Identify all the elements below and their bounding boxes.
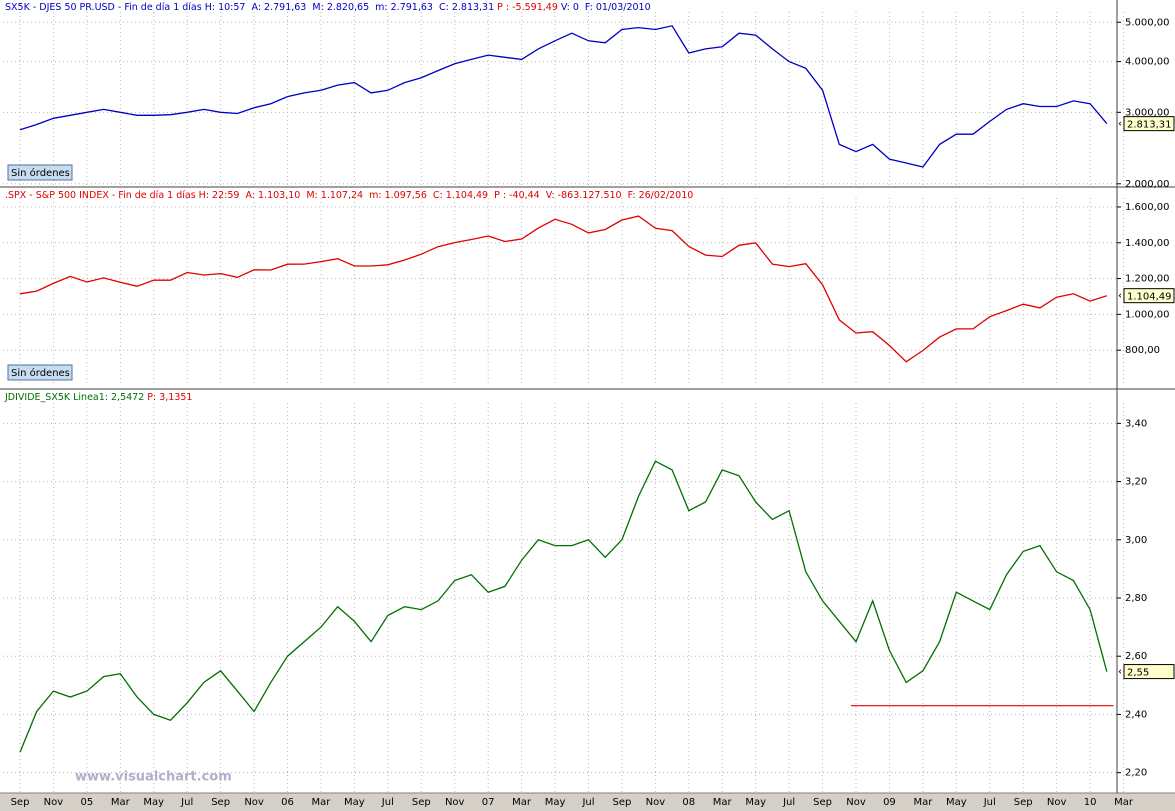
x-tick-label: Sep: [412, 797, 431, 808]
x-tick-label: 06: [281, 797, 294, 808]
x-tick-label: May: [344, 797, 365, 808]
x-tick-label: Nov: [1047, 797, 1067, 808]
button-label: Sin órdenes: [11, 167, 70, 179]
y-tick-label: 2,40: [1125, 709, 1147, 720]
x-tick-label: Jul: [581, 797, 594, 808]
x-tick-label: Nov: [846, 797, 866, 808]
button: [7, 364, 73, 381]
y-tick-label: 2,60: [1125, 651, 1147, 662]
y-tick-label: 3.000,00: [1125, 107, 1170, 118]
y-tick-label: 4.000,00: [1125, 57, 1170, 68]
y-tick-label: 3,40: [1125, 418, 1147, 429]
x-tick-label: 10: [1084, 797, 1097, 808]
x-tick-label: Jul: [381, 797, 394, 808]
y-tick-label: 3,20: [1125, 477, 1147, 488]
pane-title: .SPX - S&P 500 INDEX - Fin de día 1 días…: [5, 190, 693, 201]
x-tick-label: Mar: [1114, 797, 1134, 808]
x-tick-label: 07: [482, 797, 495, 808]
value-label: 1.104,49: [1127, 292, 1172, 303]
x-tick-label: May: [143, 797, 164, 808]
y-tick-label: 800,00: [1125, 345, 1160, 356]
title-part: JDIVIDE_SX5K Linea1: 2,5472: [4, 392, 147, 403]
value-label-box: [1123, 664, 1175, 680]
y-tick-label: 2.000,00: [1125, 179, 1170, 190]
y-tick-label: 1.000,00: [1125, 309, 1170, 320]
title-part: P : -5.591,49: [497, 2, 561, 13]
value-label-arrow: ‹: [1118, 667, 1122, 678]
x-tick-label: Sep: [211, 797, 230, 808]
x-tick-label: Nov: [244, 797, 264, 808]
value-label: 2,55: [1127, 668, 1149, 679]
pane-title: SX5K - DJES 50 PR.USD - Fin de día 1 día…: [5, 2, 651, 13]
title-part: .SPX - S&P 500 INDEX - Fin de día 1 días…: [5, 190, 693, 201]
x-tick-label: 08: [682, 797, 695, 808]
x-tick-label: Sep: [11, 797, 30, 808]
y-tick-label: 2,20: [1125, 768, 1147, 779]
x-tick-label: Jul: [983, 797, 996, 808]
x-tick-label: Mar: [312, 797, 332, 808]
y-tick-label: 1.400,00: [1125, 238, 1170, 249]
x-tick-label: 05: [81, 797, 94, 808]
x-tick-label: Sep: [1014, 797, 1033, 808]
x-tick-label: Nov: [445, 797, 465, 808]
x-tick-label: 09: [883, 797, 896, 808]
title-part: V: 0 F: 01/03/2010: [561, 2, 651, 13]
x-tick-label: Sep: [612, 797, 631, 808]
x-tick-label: Nov: [646, 797, 666, 808]
title-part: SX5K - DJES 50 PR.USD - Fin de día 1 día…: [5, 2, 497, 13]
x-tick-label: Jul: [180, 797, 193, 808]
data-line: [19, 460, 1108, 753]
y-tick-label: 2,80: [1125, 593, 1147, 604]
title-part: P: 3,1351: [147, 392, 192, 403]
value-label-box: [1123, 116, 1175, 132]
x-tick-label: Jul: [782, 797, 795, 808]
x-tick-label: May: [545, 797, 566, 808]
x-tick-label: Mar: [713, 797, 733, 808]
x-tick-label: May: [745, 797, 766, 808]
value-label-arrow: ‹: [1118, 119, 1122, 130]
button-label: Sin órdenes: [11, 367, 70, 379]
data-line: [19, 215, 1107, 363]
y-tick-label: 1.600,00: [1125, 202, 1170, 213]
x-tick-label: Sep: [813, 797, 832, 808]
value-label-box: [1123, 288, 1175, 304]
x-tick-label: Mar: [913, 797, 933, 808]
value-label: 2.813,31: [1127, 120, 1172, 131]
x-axis-bar: [0, 793, 1175, 811]
watermark: www.visualchart.com: [75, 770, 232, 785]
y-tick-label: 1.200,00: [1125, 274, 1170, 285]
x-tick-label: Nov: [44, 797, 64, 808]
pane-title: JDIVIDE_SX5K Linea1: 2,5472 P: 3,1351: [4, 392, 192, 403]
y-tick-label: 3,00: [1125, 535, 1147, 546]
data-line: [19, 25, 1108, 168]
x-tick-label: Mar: [111, 797, 131, 808]
x-tick-label: May: [946, 797, 967, 808]
value-label-arrow: ‹: [1118, 291, 1122, 302]
x-tick-label: Mar: [512, 797, 532, 808]
y-tick-label: 5.000,00: [1125, 17, 1170, 28]
button: [7, 164, 73, 181]
